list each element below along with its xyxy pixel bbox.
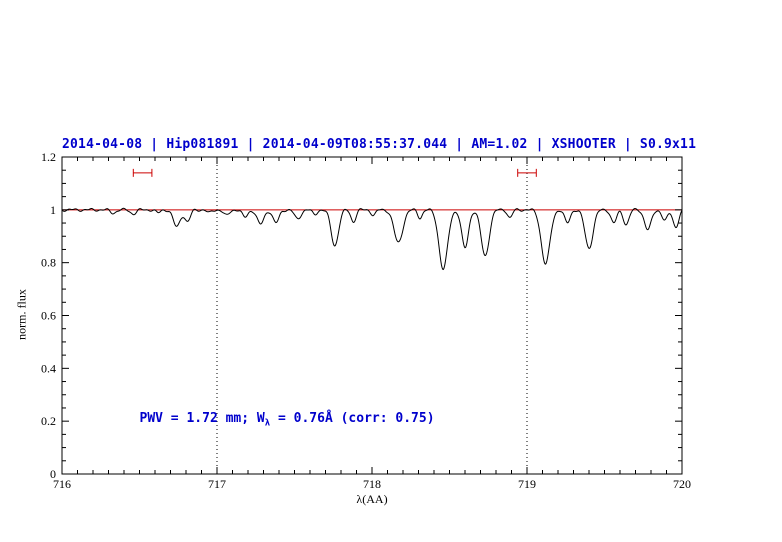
- x-tick-label: 716: [53, 477, 71, 491]
- y-tick-label: 0: [50, 467, 56, 481]
- pwv-annotation: PWV = 1.72 mm; Wλ = 0.76Å (corr: 0.75): [140, 411, 435, 429]
- x-axis-label: λ(AA): [356, 492, 388, 506]
- y-tick-label: 1: [50, 203, 56, 217]
- y-tick-label: 1.2: [41, 150, 56, 164]
- pwv-annotation-subscript: λ: [264, 418, 271, 429]
- x-tick-label: 717: [208, 477, 226, 491]
- plot-title: 2014-04-08 | Hip081891 | 2014-04-09T08:5…: [62, 137, 697, 152]
- spectrum-line: [61, 207, 683, 271]
- pwv-annotation-suffix: = 0.76Å (corr: 0.75): [270, 411, 435, 427]
- y-tick-label: 0.6: [41, 309, 56, 323]
- x-tick-label: 718: [363, 477, 381, 491]
- pwv-annotation-prefix: PWV = 1.72 mm; W: [139, 411, 265, 427]
- y-tick-label: 0.2: [41, 414, 56, 428]
- x-tick-label: 720: [673, 477, 691, 491]
- x-tick-label: 719: [518, 477, 536, 491]
- y-tick-label: 0.8: [41, 256, 56, 270]
- y-tick-label: 0.4: [41, 361, 56, 375]
